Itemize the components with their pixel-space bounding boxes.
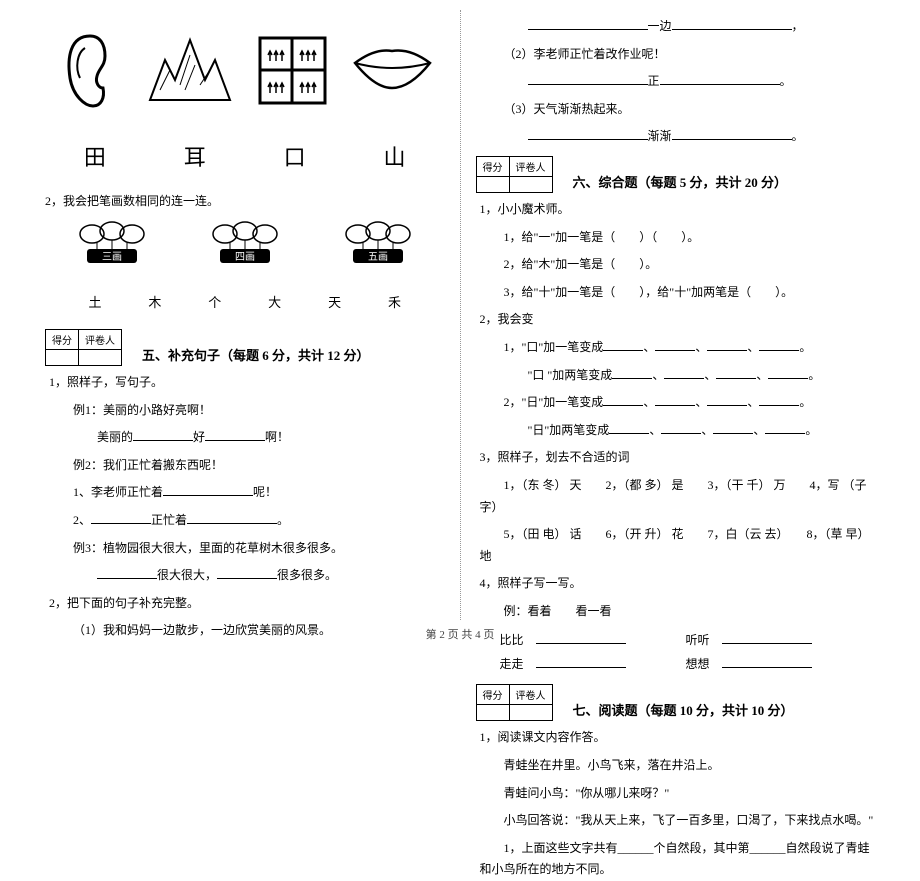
section7-header: 得分评卷人 七、阅读题（每题 10 分，共计 10 分） xyxy=(476,684,876,721)
s6-q3-2: 5，（田 电） 话 6，（开 升） 花 7，白（云 去） 8，（草 早） 地 xyxy=(480,524,876,567)
s6-q2-3: 2，"日"加一笔变成、、、。 xyxy=(480,392,876,414)
blank xyxy=(672,18,792,30)
blank xyxy=(217,567,277,579)
char-kou: 口 xyxy=(284,140,306,172)
s6-q4-line2: 走走 想想 xyxy=(500,652,876,676)
s6-q4-line1: 比比 听听 xyxy=(500,628,876,652)
field-grid-icon xyxy=(255,33,330,108)
pictogram-row xyxy=(45,25,445,115)
s6-q2: 2，我会变 xyxy=(480,309,876,331)
score-h1: 得分 xyxy=(476,156,509,176)
mouth-icon xyxy=(350,43,435,98)
s5-blank1: 美丽的好啊！ xyxy=(49,427,445,449)
score-table-7: 得分评卷人 xyxy=(476,684,553,721)
char-er: 耳 xyxy=(184,140,206,172)
s5-ex1: 例1：美丽的小路好亮啊！ xyxy=(49,400,445,422)
s6-q2-1: 1，"口"加一笔变成、、、。 xyxy=(480,337,876,359)
shrub-row: 三画 四画 五画 xyxy=(45,219,445,274)
char-shan: 山 xyxy=(384,140,406,172)
s6-q1-1: 1，给"一"加一笔是（ ）（ ）。 xyxy=(480,227,876,249)
svg-text:三画: 三画 xyxy=(102,252,122,263)
shrub-3-icon: 三画 xyxy=(67,219,157,274)
ear-icon xyxy=(55,28,125,113)
s5-a2: 2、正忙着。 xyxy=(49,510,445,532)
score-table-6: 得分评卷人 xyxy=(476,156,553,193)
s6-body: 1，小小魔术师。 1，给"一"加一笔是（ ）（ ）。 2，给"木"加一笔是（ ）… xyxy=(476,199,876,677)
s7-body: 1，阅读课文内容作答。 青蛙坐在井里。小鸟飞来，落在井沿上。 青蛙问小鸟："你从… xyxy=(476,727,876,881)
s7-l2: 青蛙问小鸟："你从哪儿来呀？" xyxy=(480,783,876,805)
cont-block: 一边， （2）李老师正忙着改作业呢！ 正。 （3）天气渐渐热起来。 渐渐。 xyxy=(476,16,876,148)
section5-header: 得分评卷人 五、补充句子（每题 6 分，共计 12 分） xyxy=(45,329,445,366)
section6-title: 六、综合题（每题 5 分，共计 20 分） xyxy=(573,172,788,191)
char-he: 禾 xyxy=(388,292,401,311)
s7-q1: 1，阅读课文内容作答。 xyxy=(480,727,876,749)
blank xyxy=(528,73,648,85)
q2-stroke-match: 2，我会把笔画数相同的连一连。 xyxy=(45,192,445,209)
shrub-4-icon: 四画 xyxy=(200,219,290,274)
blank xyxy=(660,73,780,85)
mountain-icon xyxy=(145,30,235,110)
blank xyxy=(672,128,792,140)
s5-q1: 1，照样子，写句子。 xyxy=(49,372,445,394)
char-row-1: 田 耳 口 山 xyxy=(45,140,445,172)
s6-q3-1: 1，（东 冬） 天 2，（都 多） 是 3，（干 千） 万 4，写 （子 字） xyxy=(480,475,876,518)
score-table-5: 得分评卷人 xyxy=(45,329,122,366)
s7-l3: 小鸟回答说："我从天上来，飞了一百多里，口渴了，下来找点水喝。" xyxy=(480,810,876,832)
s6-q3: 3，照样子，划去不合适的词 xyxy=(480,447,876,469)
s6-q1-3: 3，给"十"加一笔是（ ），给"十"加两笔是（ ）。 xyxy=(480,282,876,304)
cont3b: 渐渐。 xyxy=(480,126,876,148)
section7-title: 七、阅读题（每题 10 分，共计 10 分） xyxy=(573,700,794,719)
score-h2: 评卷人 xyxy=(509,156,552,176)
s6-q1-2: 2，给"木"加一笔是（ ）。 xyxy=(480,254,876,276)
s6-q2-2: "口 "加两笔变成、、、。 xyxy=(480,365,876,387)
cont2: （2）李老师正忙着改作业呢！ xyxy=(480,44,876,66)
s6-q2-4: "日"加两笔变成、、、。 xyxy=(480,420,876,442)
s6-q4: 4，照样子写一写。 xyxy=(480,573,876,595)
s5-a1: 1、李老师正忙着呢！ xyxy=(49,482,445,504)
char-tian: 田 xyxy=(84,140,106,172)
svg-text:四画: 四画 xyxy=(235,252,255,263)
char-ge: 个 xyxy=(208,292,221,311)
char-tu: 土 xyxy=(88,292,101,311)
char-da: 大 xyxy=(268,292,281,311)
s5-q2: 2，把下面的句子补充完整。 xyxy=(49,593,445,615)
s5-q2-1: （1）我和妈妈一边散步，一边欣赏美丽的风景。 xyxy=(49,620,445,642)
blank xyxy=(528,18,648,30)
section5-title: 五、补充句子（每题 6 分，共计 12 分） xyxy=(142,345,370,364)
blank xyxy=(133,429,193,441)
right-column: 一边， （2）李老师正忙着改作业呢！ 正。 （3）天气渐渐热起来。 渐渐。 得分… xyxy=(461,10,891,620)
s5-ex3: 例3：植物园很大很大，里面的花草树木很多很多。 xyxy=(49,538,445,560)
char-mu: 木 xyxy=(148,292,161,311)
cont3: （3）天气渐渐热起来。 xyxy=(480,99,876,121)
left-column: 田 耳 口 山 2，我会把笔画数相同的连一连。 三画 四画 xyxy=(30,10,461,620)
s5-a3: 很大很大，很多很多。 xyxy=(49,565,445,587)
score-h2: 评卷人 xyxy=(79,330,122,350)
shrub-5-icon: 五画 xyxy=(333,219,423,274)
s7-l4: 1，上面这些文字共有______个自然段，其中第______自然段说了青蛙和小鸟… xyxy=(480,838,876,881)
blank xyxy=(91,512,151,524)
char-row-2: 土 木 个 大 天 禾 xyxy=(45,292,445,311)
svg-text:五画: 五画 xyxy=(368,252,388,263)
cont1: 一边， xyxy=(480,16,876,38)
blank xyxy=(187,512,277,524)
blank xyxy=(528,128,648,140)
score-h2: 评卷人 xyxy=(509,685,552,705)
blank xyxy=(163,484,253,496)
blank xyxy=(205,429,265,441)
section6-header: 得分评卷人 六、综合题（每题 5 分，共计 20 分） xyxy=(476,156,876,193)
score-h1: 得分 xyxy=(476,685,509,705)
s6-q1: 1，小小魔术师。 xyxy=(480,199,876,221)
cont2b: 正。 xyxy=(480,71,876,93)
s7-l1: 青蛙坐在井里。小鸟飞来，落在井沿上。 xyxy=(480,755,876,777)
char-tian2: 天 xyxy=(328,292,341,311)
s5-ex2: 例2：我们正忙着搬东西呢！ xyxy=(49,455,445,477)
blank xyxy=(97,567,157,579)
score-h1: 得分 xyxy=(46,330,79,350)
s6-q4-ex: 例：看着 看一看 xyxy=(480,601,876,623)
